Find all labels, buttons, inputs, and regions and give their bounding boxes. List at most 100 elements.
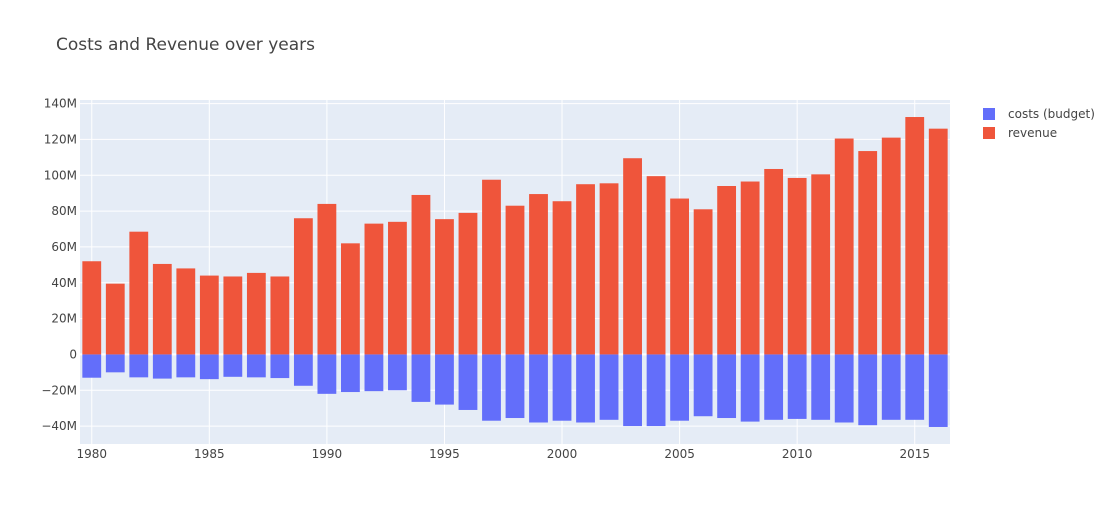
y-tick-label: 60M: [51, 240, 77, 254]
bar-revenue[interactable]: [670, 198, 689, 355]
bar-costs[interactable]: [505, 354, 525, 419]
bar-costs[interactable]: [388, 354, 407, 391]
bar-revenue[interactable]: [223, 276, 243, 355]
bar-costs[interactable]: [670, 354, 689, 421]
bar-costs[interactable]: [552, 354, 572, 421]
bar-revenue[interactable]: [905, 117, 925, 355]
y-tick-label: 40M: [51, 276, 77, 290]
bar-revenue[interactable]: [552, 201, 572, 355]
bar-revenue[interactable]: [388, 221, 407, 355]
bar-costs[interactable]: [411, 354, 431, 402]
bar-revenue[interactable]: [576, 184, 595, 355]
y-tick-label: 20M: [51, 312, 77, 326]
bar-revenue[interactable]: [270, 276, 290, 355]
y-tick-label: −40M: [41, 419, 77, 433]
bar-costs[interactable]: [364, 354, 384, 392]
bar-costs[interactable]: [881, 354, 901, 420]
bar-costs[interactable]: [764, 354, 784, 420]
bar-revenue[interactable]: [693, 209, 713, 355]
bar-revenue[interactable]: [764, 168, 784, 355]
bar-costs[interactable]: [82, 354, 102, 378]
bar-revenue[interactable]: [717, 186, 737, 355]
x-tick-label: 2000: [547, 447, 578, 461]
bar-costs[interactable]: [717, 354, 737, 419]
legend-item-costs[interactable]: costs (budget): [983, 107, 1095, 121]
bar-revenue[interactable]: [928, 128, 948, 355]
bar-costs[interactable]: [152, 354, 172, 379]
bar-revenue[interactable]: [152, 263, 172, 355]
bar-revenue[interactable]: [811, 174, 831, 355]
bar-costs[interactable]: [928, 354, 948, 427]
bar-revenue[interactable]: [646, 176, 666, 355]
bar-costs[interactable]: [176, 354, 196, 378]
bar-revenue[interactable]: [341, 243, 360, 355]
bar-revenue[interactable]: [364, 223, 384, 355]
bar-revenue[interactable]: [129, 231, 149, 355]
y-tick-label: 0: [69, 347, 77, 361]
bar-costs[interactable]: [105, 354, 125, 373]
bar-revenue[interactable]: [740, 181, 760, 355]
x-tick-label: 1990: [312, 447, 343, 461]
legend-label-revenue: revenue: [1008, 126, 1057, 140]
legend-swatch-costs: [983, 108, 995, 120]
bar-revenue[interactable]: [834, 138, 854, 355]
y-tick-label: 80M: [51, 204, 77, 218]
bar-costs[interactable]: [341, 354, 360, 393]
bar-costs[interactable]: [787, 354, 807, 419]
bar-revenue[interactable]: [105, 283, 125, 355]
bar-costs[interactable]: [529, 354, 548, 423]
bar-costs[interactable]: [199, 354, 219, 380]
bar-revenue[interactable]: [411, 194, 431, 355]
bar-costs[interactable]: [270, 354, 290, 379]
bar-costs[interactable]: [458, 354, 478, 410]
bar-revenue[interactable]: [482, 179, 501, 355]
bar-revenue[interactable]: [293, 218, 313, 355]
bar-costs[interactable]: [293, 354, 313, 386]
bar-revenue[interactable]: [458, 212, 478, 355]
x-tick-label: 2015: [899, 447, 930, 461]
bar-revenue[interactable]: [529, 194, 548, 355]
y-tick-label: 140M: [44, 97, 77, 111]
bar-costs[interactable]: [482, 354, 501, 421]
bar-costs[interactable]: [623, 354, 642, 427]
bar-costs[interactable]: [599, 354, 619, 420]
bar-revenue[interactable]: [505, 205, 525, 355]
x-axis-ticks: 1980 1985 1990 1995 2000 2005 2010 2015: [76, 447, 930, 461]
bar-costs[interactable]: [129, 354, 149, 378]
chart-title: Costs and Revenue over years: [56, 35, 315, 55]
bar-costs[interactable]: [905, 354, 925, 420]
bar-costs[interactable]: [693, 354, 713, 417]
bar-revenue[interactable]: [82, 261, 102, 355]
x-tick-label: 1985: [194, 447, 225, 461]
bars: [82, 117, 948, 427]
bar-costs[interactable]: [223, 354, 243, 377]
bar-revenue[interactable]: [623, 158, 642, 355]
x-tick-label: 1980: [76, 447, 107, 461]
legend[interactable]: costs (budget) revenue: [983, 107, 1095, 140]
bar-revenue[interactable]: [246, 272, 266, 355]
bar-revenue[interactable]: [199, 275, 219, 355]
bar-revenue[interactable]: [435, 219, 454, 355]
bar-costs[interactable]: [246, 354, 266, 378]
bar-costs[interactable]: [435, 354, 454, 405]
bar-costs[interactable]: [740, 354, 760, 422]
bar-revenue[interactable]: [858, 151, 878, 355]
bar-costs[interactable]: [858, 354, 878, 426]
bar-costs[interactable]: [811, 354, 831, 420]
bar-revenue[interactable]: [787, 177, 807, 355]
bar-revenue[interactable]: [599, 183, 619, 355]
x-tick-label: 1995: [429, 447, 460, 461]
x-tick-label: 2005: [664, 447, 695, 461]
y-tick-label: 120M: [44, 132, 77, 146]
y-tick-label: 100M: [44, 168, 77, 182]
bar-revenue[interactable]: [176, 268, 196, 355]
bar-costs[interactable]: [834, 354, 854, 423]
bar-revenue[interactable]: [881, 137, 901, 355]
bar-costs[interactable]: [576, 354, 595, 423]
legend-label-costs: costs (budget): [1008, 107, 1095, 121]
bar-costs[interactable]: [646, 354, 666, 427]
bar-costs[interactable]: [317, 354, 337, 394]
bar-revenue[interactable]: [317, 203, 337, 355]
legend-item-revenue[interactable]: revenue: [983, 126, 1057, 140]
